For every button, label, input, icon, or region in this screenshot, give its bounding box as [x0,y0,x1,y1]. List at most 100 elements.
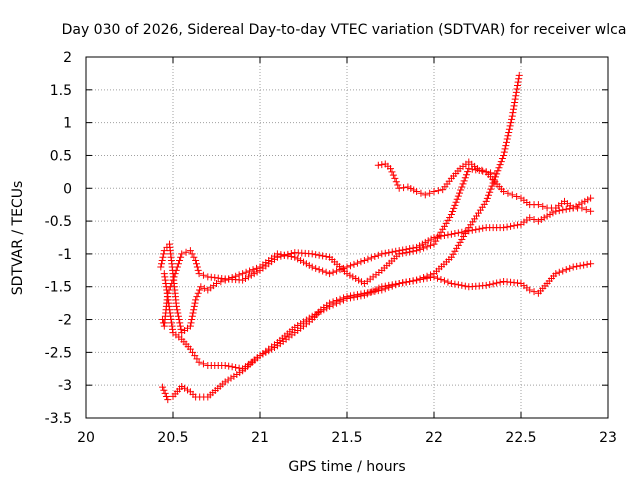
data-point [446,213,454,221]
data-point [192,296,200,304]
x-tick-label: 22 [425,430,443,446]
data-point [576,262,584,270]
data-point [514,221,522,229]
data-point [247,271,255,279]
data-point [549,209,557,217]
data-point [162,393,170,401]
data-point [193,263,201,271]
data-point [188,250,196,258]
data-point [430,240,438,248]
data-point [582,206,590,214]
data-point [456,189,464,197]
data-point [333,297,341,305]
data-point [447,253,455,261]
data-point [569,263,577,271]
data-point [454,229,462,237]
data-point [500,224,508,232]
data-point [566,205,574,213]
data-point [507,119,515,127]
data-point [322,253,330,261]
data-point [483,194,491,202]
data-point [580,261,588,269]
data-point [430,234,438,241]
data-point [583,260,591,268]
data-point [192,260,200,268]
data-point [512,88,520,96]
data-point [426,189,434,197]
data-point [515,71,523,79]
data-point [173,306,181,314]
data-point [280,251,288,259]
data-point [300,258,307,266]
data-point [584,196,592,204]
data-point [239,276,247,284]
data-point [444,231,452,239]
data-point [265,347,273,355]
data-point [530,215,538,223]
data-point [315,266,323,274]
data-point [514,82,522,90]
data-point [496,278,504,286]
data-point [427,274,435,282]
data-point [392,247,400,255]
y-tick-label: 1 [63,116,72,132]
data-point [161,389,169,397]
data-point [400,184,408,192]
data-point [420,275,428,283]
data-point [329,268,337,276]
data-point [312,264,320,272]
data-point [423,243,431,251]
data-point [427,241,435,249]
data-point [489,280,497,288]
data-point [178,250,186,258]
data-point [371,287,379,295]
data-point [392,178,400,186]
data-point [420,244,428,252]
data-point [514,78,522,86]
data-point [451,230,459,238]
y-tick-label: -2 [58,313,72,329]
data-point [308,263,316,271]
data-point [213,279,220,287]
data-point [374,161,382,169]
data-point [353,291,361,299]
data-point [458,228,466,236]
x-tick-label: 20 [77,430,95,446]
data-point [164,396,172,404]
data-point [510,102,518,110]
data-point [326,299,334,307]
data-point [184,386,191,394]
data-point [158,256,166,264]
data-point [513,85,521,93]
data-point [314,309,322,317]
data-point [381,249,389,257]
y-tick-label: -3 [58,378,72,394]
data-point [475,225,483,233]
data-point [319,252,327,260]
data-point [503,223,511,231]
data-point [186,322,194,330]
data-point [188,312,196,320]
series-track-1 [159,71,523,404]
data-point [392,281,400,289]
data-point [506,122,514,130]
data-point [468,226,476,234]
data-point [160,386,168,394]
data-point [190,306,198,314]
data-point [360,256,368,264]
data-point [358,278,365,286]
data-point [349,273,357,281]
data-point [433,233,441,241]
data-point [340,264,348,272]
data-point [451,280,459,288]
data-point [256,352,264,360]
y-axis-label: SDTVAR / TECUs [10,181,26,296]
data-point [178,382,186,390]
data-point [346,271,354,279]
data-point [513,192,521,200]
data-point [546,211,554,219]
data-point [552,270,560,278]
data-point [508,115,516,123]
data-point [194,266,202,274]
data-point [572,202,580,210]
